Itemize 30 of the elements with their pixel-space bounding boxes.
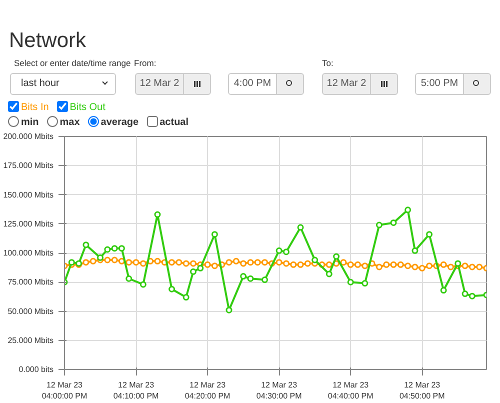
y-tick-label: 200.000 Mbits (3, 132, 54, 141)
text: To: (322, 57, 334, 70)
text: 4:00 PM (228, 73, 277, 95)
y-tick-label: 50.000 Mbits (8, 306, 54, 316)
y-tick-label: 0.000 bits (18, 365, 54, 374)
y-tick-label: 100.000 Mbits (3, 248, 54, 258)
text: actual (158, 117, 189, 128)
text: min (20, 117, 39, 128)
text: 12 Mar 2 (322, 73, 371, 95)
x-tick-label: 12 Mar 23 04:50:00 PM (399, 380, 446, 400)
y-tick-label: 75.000 Mbits (8, 278, 54, 287)
text: From: (134, 57, 156, 70)
text: Bits Out (68, 102, 106, 113)
y-tick-label: 150.000 Mbits (3, 190, 54, 200)
text: 12 Mar 2 (135, 73, 184, 95)
x-tick-label: 12 Mar 23 04:40:00 PM (328, 380, 374, 400)
text: 5:00 PM (415, 73, 464, 95)
y-tick-label: 125.000 Mbits (3, 219, 54, 228)
x-tick-label: 12 Mar 23 04:30:00 PM (256, 380, 302, 400)
text: max (58, 117, 80, 128)
chart-title: Network (9, 28, 86, 54)
y-tick-label: 25.000 Mbits (8, 336, 54, 345)
x-tick-label: 12 Mar 23 04:20:00 PM (184, 380, 231, 400)
text: average (100, 117, 139, 128)
text: Bits In (20, 102, 49, 113)
y-tick-label: 175.000 Mbits (3, 161, 54, 170)
text: last hour (10, 73, 116, 95)
x-tick-label: 12 Mar 23 04:10:00 PM (113, 380, 160, 400)
x-tick-label: 12 Mar 23 04:00:00 PM (42, 380, 88, 400)
text: Select or enter date/time range (14, 57, 131, 70)
